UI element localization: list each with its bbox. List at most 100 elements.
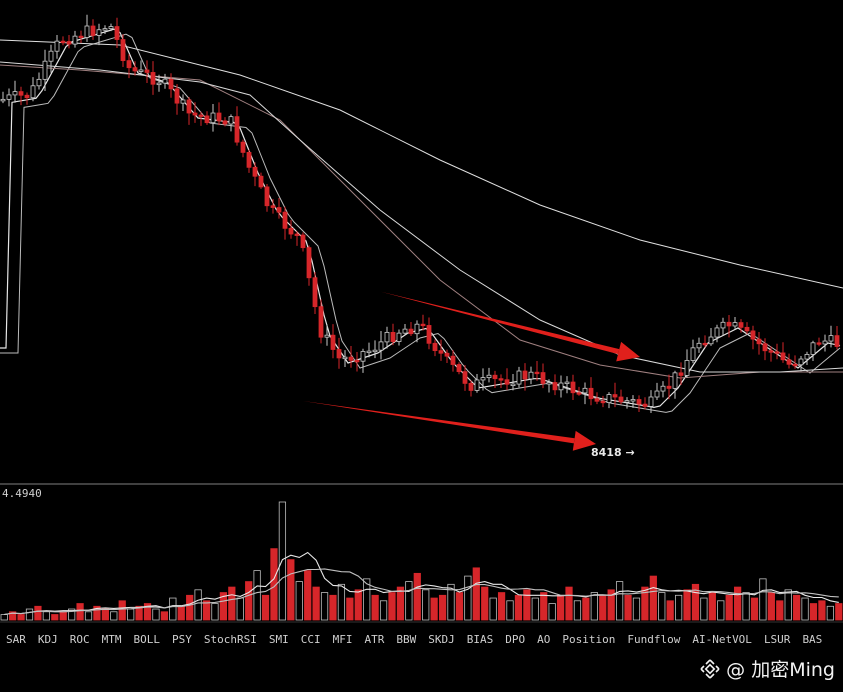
indicator-tab-fundflow[interactable]: Fundflow xyxy=(627,632,681,646)
candle-body xyxy=(228,116,234,125)
candle-body xyxy=(486,374,492,379)
volume-value-label: 4.4940 xyxy=(2,487,42,500)
candle-body xyxy=(144,69,150,73)
indicator-tab-kdj[interactable]: KDJ xyxy=(37,632,58,646)
ma-long-line xyxy=(0,61,843,373)
candle-body xyxy=(150,72,156,85)
volume-bar xyxy=(658,592,666,621)
volume-bar xyxy=(143,603,152,621)
candle-body xyxy=(186,99,192,114)
indicator-tab-ao[interactable]: AO xyxy=(537,632,551,646)
volume-ma-slow xyxy=(4,568,839,616)
indicator-tab-sar[interactable]: SAR xyxy=(6,632,26,646)
ma-mid-line xyxy=(0,33,841,413)
candle-body xyxy=(684,360,690,376)
volume-bar xyxy=(809,603,818,621)
candle-body xyxy=(600,400,606,404)
candle-body xyxy=(474,379,480,391)
volume-bar xyxy=(127,608,135,621)
volume-bar xyxy=(540,592,548,621)
volume-bar xyxy=(767,592,775,621)
indicator-tab-bias[interactable]: BIAS xyxy=(466,632,494,646)
lower-arrow-shaft xyxy=(303,401,575,444)
volume-bar xyxy=(51,614,59,621)
volume-bar xyxy=(725,594,733,621)
indicator-tab-mfi[interactable]: MFI xyxy=(332,632,353,646)
volume-bar xyxy=(312,586,320,621)
volume-bar xyxy=(118,600,126,621)
volume-bar xyxy=(818,600,826,621)
indicator-tab-stochrsi[interactable]: StochRSI xyxy=(203,632,257,646)
volume-bar xyxy=(835,603,843,621)
indicator-tab-bbw[interactable]: BBW xyxy=(396,632,417,646)
volume-bar xyxy=(430,597,438,621)
indicator-tab-lsur[interactable]: LSUR xyxy=(763,632,791,646)
indicator-tab-roc[interactable]: ROC xyxy=(69,632,90,646)
candle-body xyxy=(222,120,228,125)
indicator-tab-dpo[interactable]: DPO xyxy=(505,632,526,646)
volume-bar xyxy=(793,594,801,621)
candle-body xyxy=(390,331,396,342)
volume-bar xyxy=(565,586,573,621)
candle-body xyxy=(378,341,384,351)
volume-bar xyxy=(700,597,708,621)
candle-body xyxy=(636,399,642,405)
volume-bar xyxy=(523,589,531,621)
volume-bar xyxy=(371,594,379,621)
low-price-marker: 8418 → xyxy=(591,446,635,459)
indicator-tab-cci[interactable]: CCI xyxy=(300,632,321,646)
candle-body xyxy=(528,371,534,380)
candle-body xyxy=(312,277,318,308)
volume-bar xyxy=(464,575,472,621)
volume-bar xyxy=(228,586,236,621)
indicator-tab-smi[interactable]: SMI xyxy=(268,632,289,646)
candle-body xyxy=(810,342,816,355)
indicator-tab-boll[interactable]: BOLL xyxy=(133,632,161,646)
candle-body xyxy=(708,336,714,345)
candle-body xyxy=(240,141,246,153)
indicator-tab-mtm[interactable]: MTM xyxy=(101,632,122,646)
volume-bar xyxy=(666,600,674,621)
candle-body xyxy=(690,347,696,361)
volume-bar xyxy=(422,589,430,621)
candle-body xyxy=(714,327,720,338)
volume-bar xyxy=(582,597,590,621)
volume-bar xyxy=(329,594,337,621)
volume-bar xyxy=(76,603,84,621)
candle-body xyxy=(480,377,486,381)
volume-bar xyxy=(750,597,759,621)
indicator-tab-psy[interactable]: PSY xyxy=(172,632,192,646)
indicator-tab-bas[interactable]: BAS xyxy=(802,632,823,646)
candle-body xyxy=(72,35,78,45)
candle-body xyxy=(588,387,594,400)
candle-body xyxy=(582,387,588,394)
volume-bar xyxy=(514,594,523,621)
volume-bar xyxy=(455,592,464,621)
volume-bar xyxy=(624,594,632,621)
candle-body xyxy=(828,335,834,342)
candle-body xyxy=(492,374,498,380)
candle-body xyxy=(420,323,426,327)
candle-body xyxy=(702,342,708,346)
candle-body xyxy=(336,349,342,359)
candle-body xyxy=(660,385,666,392)
candle-body xyxy=(84,25,90,38)
candle-body xyxy=(822,340,828,345)
candle-body xyxy=(510,383,516,386)
indicator-tab-atr[interactable]: ATR xyxy=(364,632,385,646)
indicator-tab-ai-netvol[interactable]: AI-NetVOL xyxy=(692,632,752,646)
candle-body xyxy=(204,115,210,124)
candle-body xyxy=(168,78,174,90)
candle-body xyxy=(780,352,786,361)
candle-body xyxy=(42,60,48,80)
candle-body xyxy=(606,394,612,404)
indicator-tab-position[interactable]: Position xyxy=(562,632,616,646)
candle-body xyxy=(96,29,102,36)
volume-bar xyxy=(801,597,809,621)
candle-body xyxy=(522,370,528,380)
volume-bar xyxy=(270,548,278,621)
indicator-tab-skdj[interactable]: SKDJ xyxy=(428,632,455,646)
candle-body xyxy=(66,41,72,45)
candle-body xyxy=(594,398,600,402)
